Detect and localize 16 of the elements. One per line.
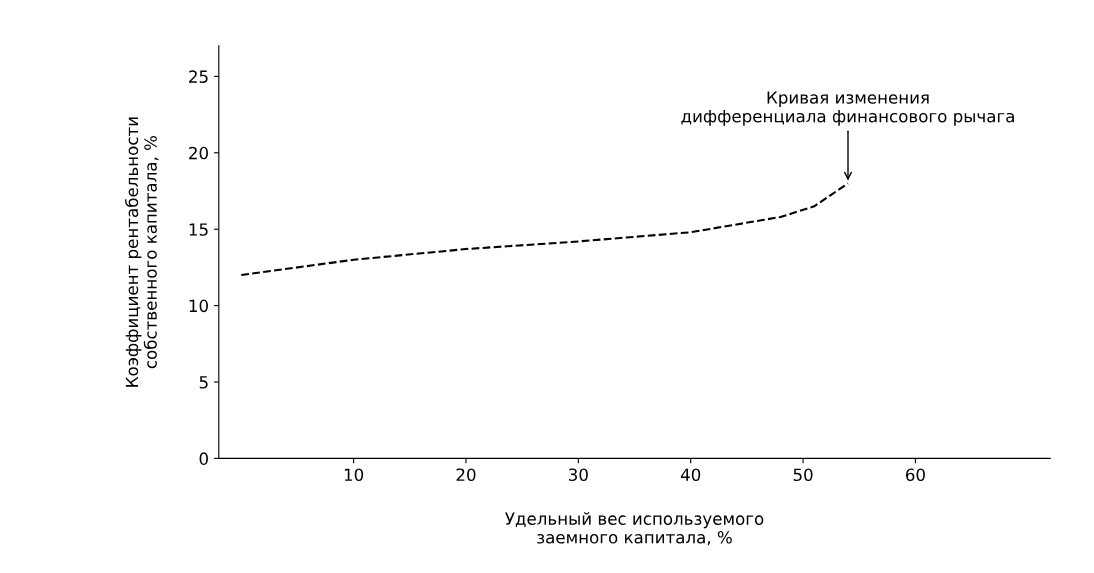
annotation: Кривая изменения дифференциала финансового рычага <box>681 91 1014 126</box>
y-tick-label: 15 <box>189 223 208 236</box>
y-tick-label: 20 <box>189 146 208 160</box>
x-tick-label: 50 <box>793 468 813 482</box>
y-axis-title: Коэффициент рентабельности собственного капитала, % <box>125 117 159 387</box>
x-axis-title: Удельный вес используемого заемного капитала, % <box>505 512 764 546</box>
x-tick-label: 30 <box>569 468 588 482</box>
x-tick-label: 60 <box>905 468 925 482</box>
x-tick-label: 20 <box>456 468 476 482</box>
x-tick-label: 40 <box>680 468 701 482</box>
y-tick-label: 5 <box>199 376 208 389</box>
line-series <box>240 182 850 277</box>
y-tick-label: 10 <box>189 299 208 313</box>
y-tick-label: 25 <box>189 70 208 83</box>
y-tick-label: 0 <box>199 452 208 465</box>
x-tick-label: 10 <box>344 468 364 482</box>
